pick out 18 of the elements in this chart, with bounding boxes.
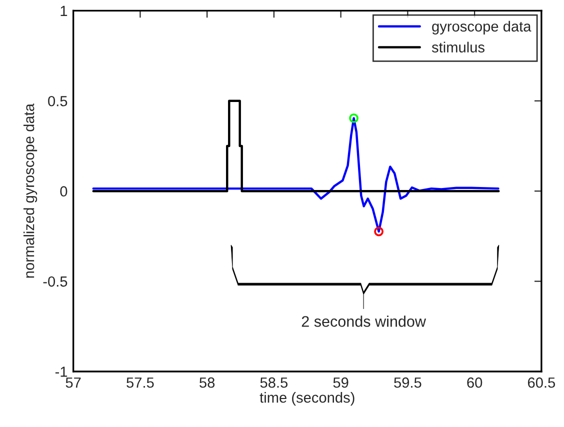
y-tick-label: 0.5 — [48, 96, 68, 106]
x-tick-label: 58.5 — [260, 377, 288, 388]
x-tick-label: 57 — [66, 378, 81, 388]
x-tick-label: 59.5 — [394, 377, 422, 388]
y-axis-title: normalized gyroscope data — [23, 104, 38, 278]
x-tick-label: 59 — [333, 377, 348, 388]
x-tick-label: 58 — [200, 377, 215, 388]
legend-label: stimulus — [432, 42, 484, 52]
x-axis-title: time (seconds) — [260, 392, 354, 406]
x-tick-label: 57.5 — [126, 378, 154, 388]
x-tick-label: 60.5 — [528, 377, 556, 388]
y-tick-label: -0.5 — [43, 276, 68, 287]
y-tick-label: 0 — [60, 186, 68, 197]
y-tick-label: 1 — [60, 6, 68, 16]
y-tick-label: -1 — [55, 366, 68, 377]
annotation: 2 seconds window — [302, 316, 426, 327]
x-tick-label: 60 — [467, 377, 482, 388]
legend-label: gyroscope data — [432, 20, 532, 34]
